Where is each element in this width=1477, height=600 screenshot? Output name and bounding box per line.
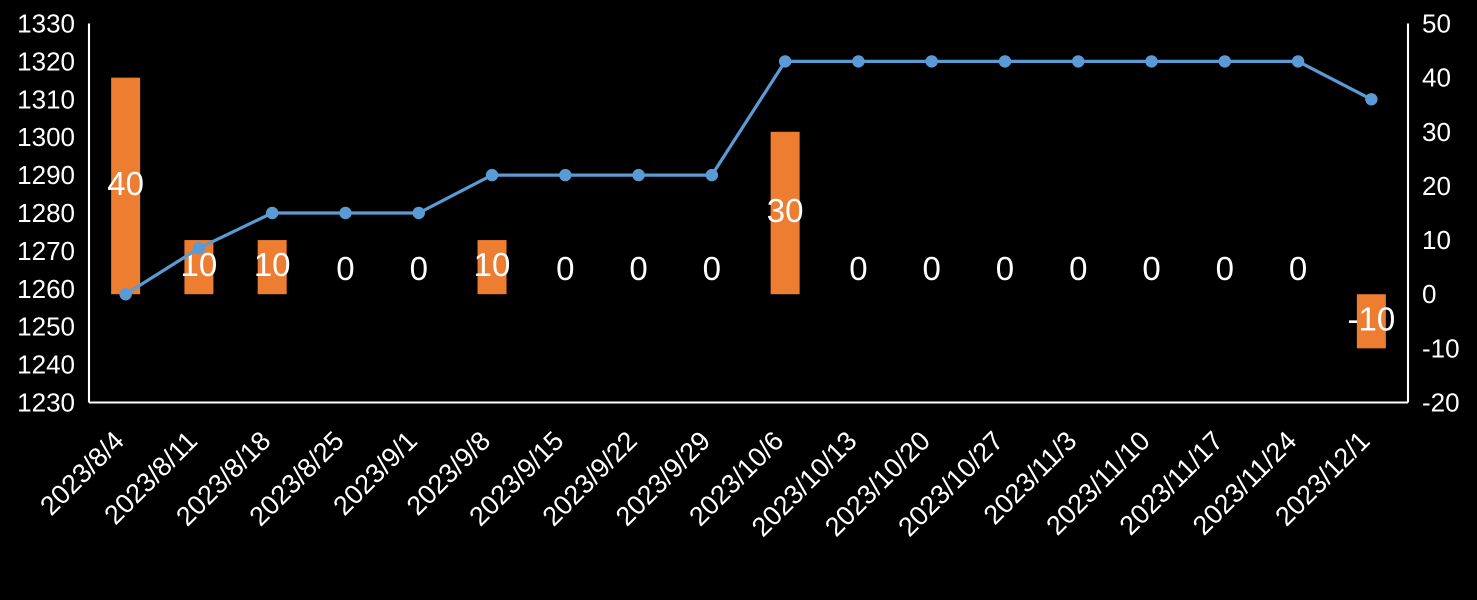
svg-text:1300: 1300 <box>17 122 75 152</box>
svg-text:0: 0 <box>1216 250 1234 287</box>
svg-text:1310: 1310 <box>17 84 75 114</box>
svg-text:1280: 1280 <box>17 198 75 228</box>
svg-text:1260: 1260 <box>17 274 75 304</box>
svg-text:0: 0 <box>1289 250 1307 287</box>
svg-text:0: 0 <box>1142 250 1160 287</box>
svg-text:50: 50 <box>1422 9 1451 39</box>
svg-text:0: 0 <box>410 250 428 287</box>
svg-text:-10: -10 <box>1348 300 1396 337</box>
svg-text:30: 30 <box>1422 117 1451 147</box>
svg-text:10: 10 <box>1422 225 1451 255</box>
svg-text:1240: 1240 <box>17 350 75 380</box>
svg-text:40: 40 <box>1422 63 1451 93</box>
svg-text:0: 0 <box>923 250 941 287</box>
svg-text:1290: 1290 <box>17 160 75 190</box>
svg-text:0: 0 <box>849 250 867 287</box>
svg-text:0: 0 <box>1422 279 1436 309</box>
svg-text:0: 0 <box>556 250 574 287</box>
svg-text:10: 10 <box>474 246 511 283</box>
svg-text:10: 10 <box>254 246 291 283</box>
svg-text:0: 0 <box>1069 250 1087 287</box>
svg-text:1330: 1330 <box>17 9 75 39</box>
svg-text:1230: 1230 <box>17 388 75 418</box>
svg-text:-10: -10 <box>1422 333 1460 363</box>
svg-text:1270: 1270 <box>17 236 75 266</box>
svg-text:30: 30 <box>767 192 804 229</box>
svg-text:-20: -20 <box>1422 388 1460 418</box>
svg-text:0: 0 <box>336 250 354 287</box>
svg-text:20: 20 <box>1422 171 1451 201</box>
svg-text:0: 0 <box>996 250 1014 287</box>
svg-text:1320: 1320 <box>17 46 75 76</box>
svg-text:40: 40 <box>107 165 144 202</box>
svg-text:0: 0 <box>629 250 647 287</box>
svg-text:1250: 1250 <box>17 312 75 342</box>
svg-text:0: 0 <box>703 250 721 287</box>
